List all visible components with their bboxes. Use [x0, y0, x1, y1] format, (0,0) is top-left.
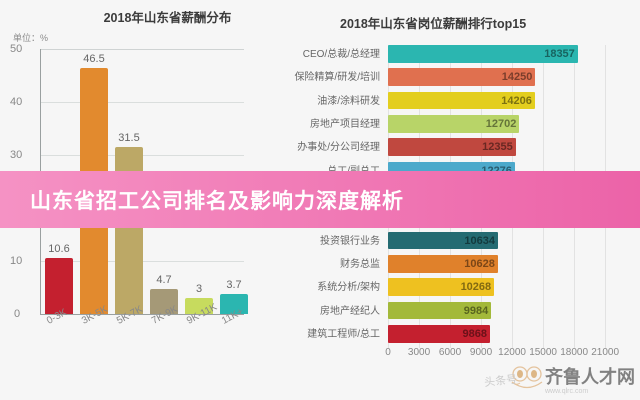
svg-text:www.qlrc.com: www.qlrc.com — [544, 388, 588, 395]
svg-text:齐鲁人才网: 齐鲁人才网 — [545, 366, 635, 387]
svg-text:头条号: 头条号 — [484, 372, 518, 389]
